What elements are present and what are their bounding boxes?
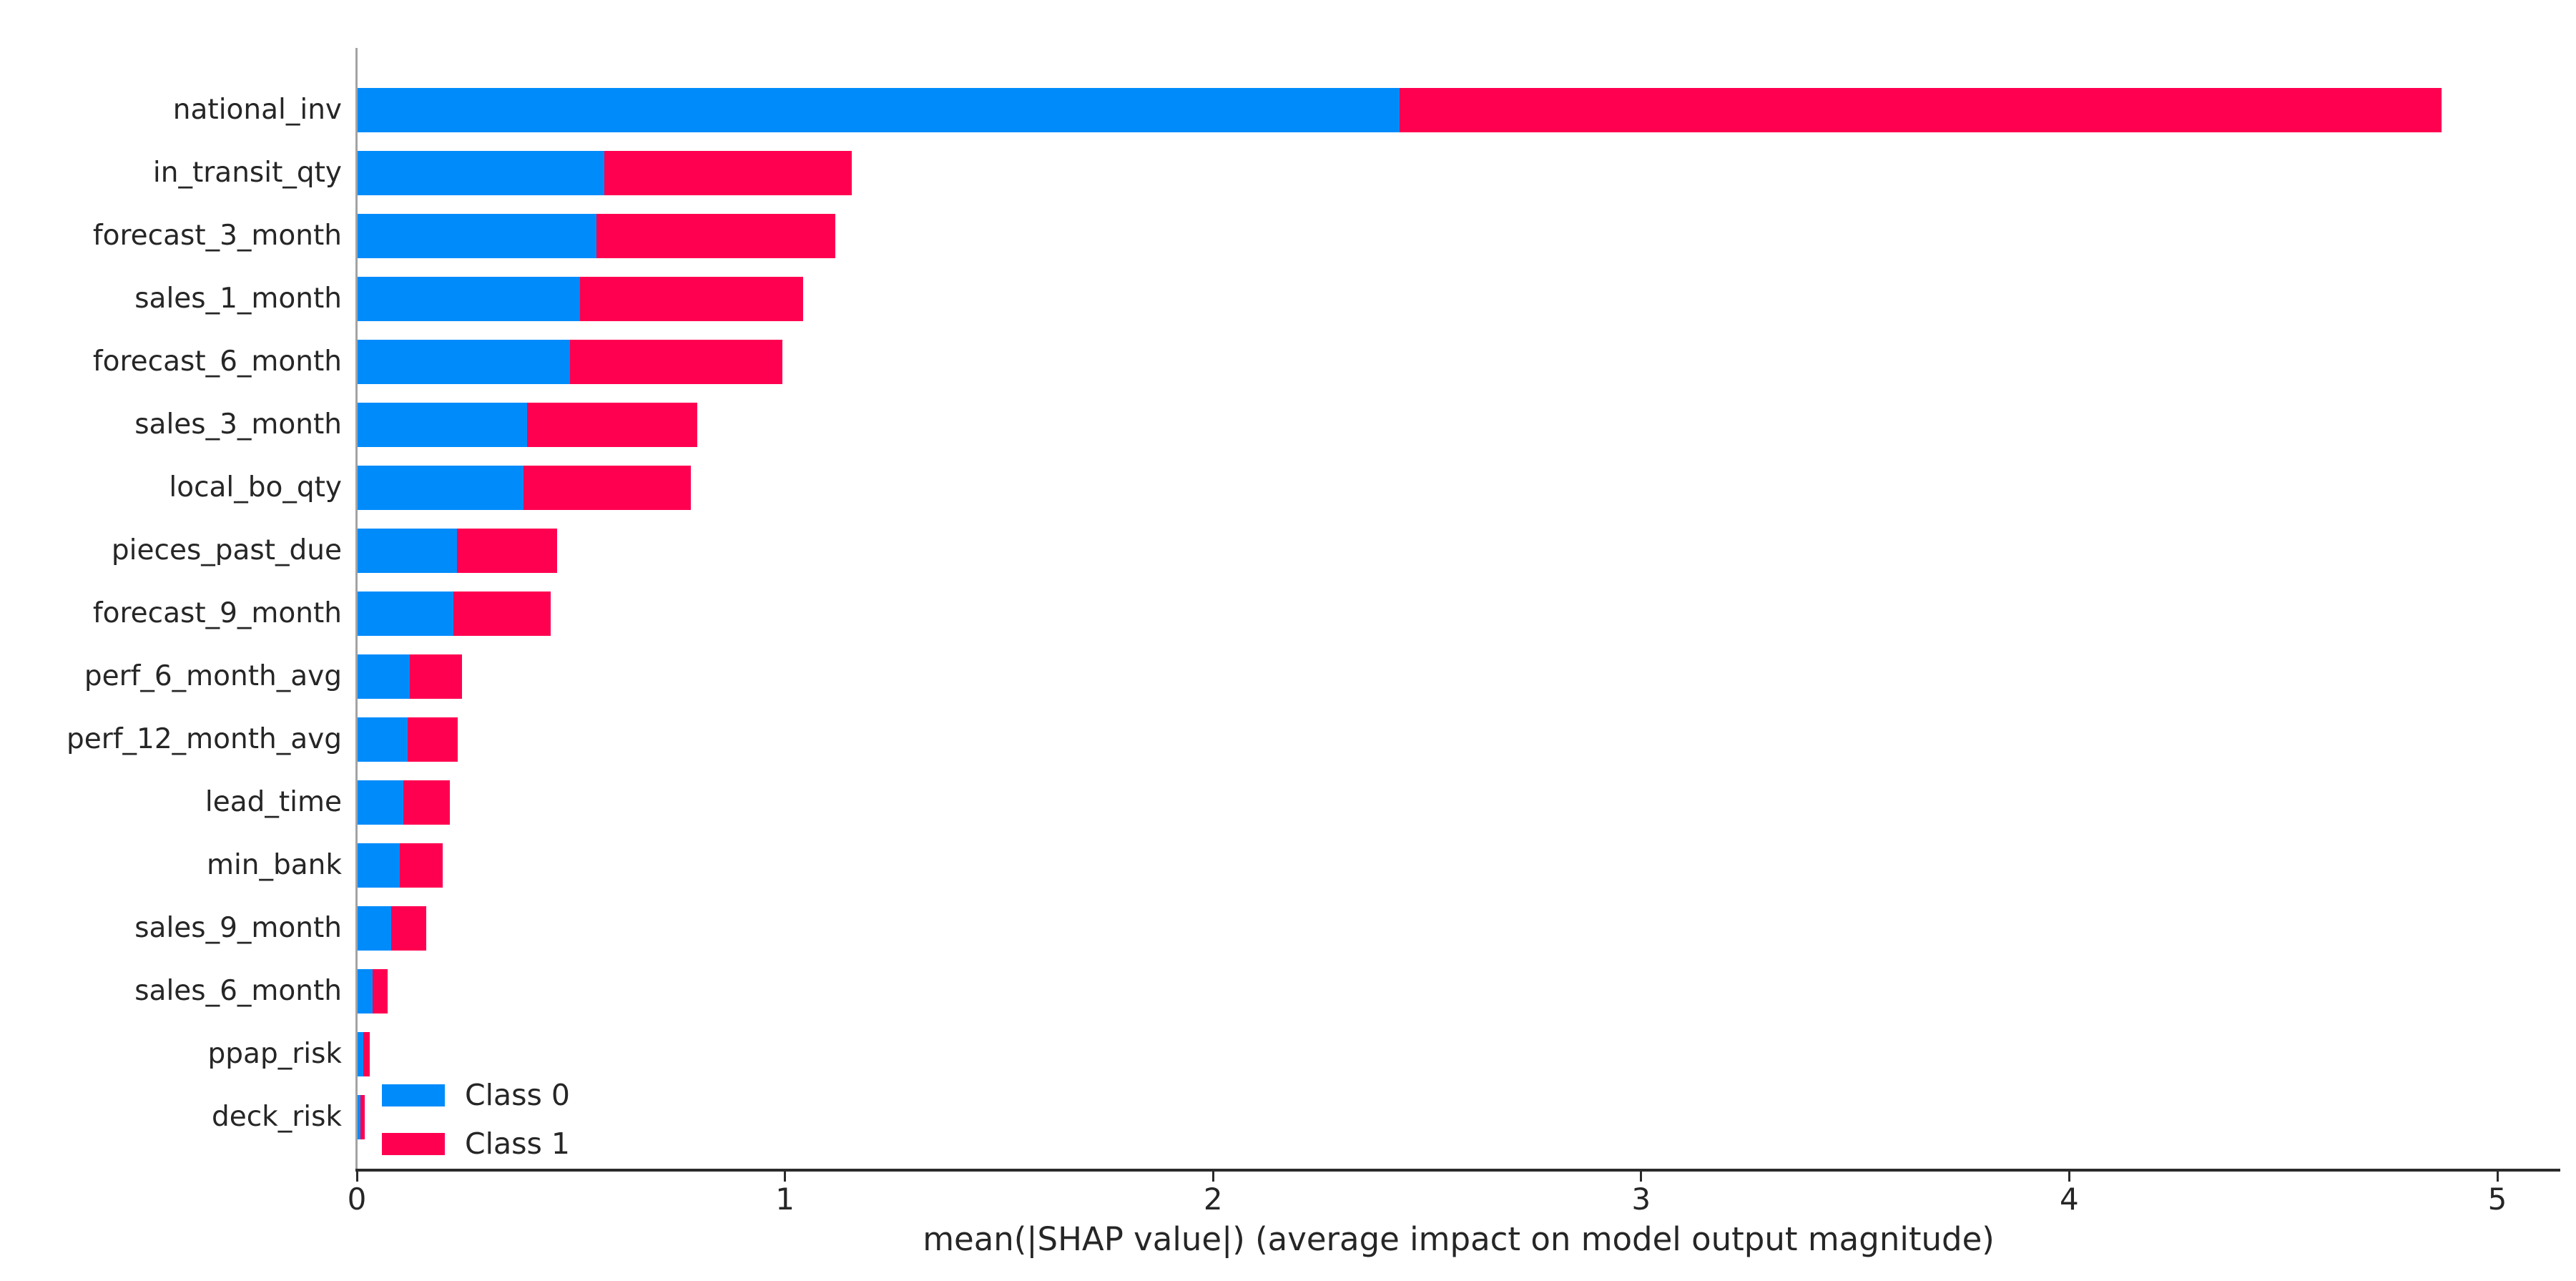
- bar-segment-class0: [357, 843, 400, 888]
- bar-segment-class0: [357, 969, 373, 1013]
- bar-segment-class0: [357, 151, 604, 195]
- bar-segment-class1: [409, 654, 463, 699]
- feature-label: perf_6_month_avg: [84, 660, 342, 692]
- bar-segment-class1: [399, 843, 443, 888]
- legend-entry-class0: Class 0: [382, 1081, 570, 1110]
- bar-segment-class0: [357, 214, 596, 258]
- bar-segment-class1: [1399, 88, 2442, 132]
- feature-label: sales_6_month: [134, 975, 342, 1007]
- bar-segment-class1: [360, 1095, 365, 1139]
- feature-label: sales_9_month: [134, 912, 342, 944]
- bar-segment-class1: [579, 277, 803, 321]
- bar-segment-class0: [357, 340, 570, 384]
- x-tick-mark: [1640, 1172, 1643, 1182]
- feature-label: sales_3_month: [134, 408, 342, 441]
- feature-label: min_bank: [206, 849, 342, 881]
- legend-label-class0: Class 0: [465, 1078, 570, 1112]
- x-tick-label: 2: [1203, 1182, 1223, 1217]
- legend-entry-class1: Class 1: [382, 1129, 570, 1159]
- bar-segment-class0: [357, 403, 528, 447]
- x-tick-mark: [355, 1172, 358, 1182]
- bar-segment-class1: [527, 403, 698, 447]
- bar-segment-class1: [569, 340, 782, 384]
- feature-label: forecast_9_month: [92, 597, 342, 629]
- feature-label: local_bo_qty: [169, 471, 342, 504]
- legend-swatch-class0: [382, 1084, 445, 1106]
- bar-segment-class1: [391, 906, 426, 951]
- feature-label: ppap_risk: [207, 1038, 342, 1070]
- x-tick-mark: [1211, 1172, 1214, 1182]
- x-tick-label: 4: [2060, 1182, 2079, 1217]
- bar-segment-class0: [357, 906, 392, 951]
- x-axis-title: mean(|SHAP value|) (average impact on mo…: [923, 1220, 1995, 1258]
- x-tick-mark: [2496, 1172, 2499, 1182]
- bar-segment-class0: [357, 717, 408, 762]
- x-tick-mark: [784, 1172, 787, 1182]
- x-tick-label: 0: [347, 1182, 367, 1217]
- bar-segment-class0: [357, 88, 1400, 132]
- feature-label: forecast_3_month: [92, 220, 342, 252]
- feature-label: perf_12_month_avg: [67, 723, 342, 755]
- bar-segment-class0: [357, 466, 524, 510]
- bar-segment-class1: [453, 592, 551, 636]
- bar-segment-class1: [604, 151, 852, 195]
- feature-label: in_transit_qty: [152, 157, 342, 189]
- x-tick-label: 1: [775, 1182, 795, 1217]
- bar-segment-class0: [357, 780, 404, 825]
- bar-segment-class0: [357, 277, 580, 321]
- bar-segment-class1: [403, 780, 451, 825]
- bar-segment-class0: [357, 1032, 363, 1076]
- legend-label-class1: Class 1: [465, 1127, 570, 1161]
- x-tick-mark: [2068, 1172, 2070, 1182]
- bar-segment-class1: [363, 1032, 370, 1076]
- feature-label: lead_time: [205, 786, 342, 818]
- feature-label: deck_risk: [211, 1101, 342, 1133]
- y-axis-spine: [355, 48, 358, 1170]
- bar-segment-class1: [457, 529, 558, 573]
- feature-label: national_inv: [172, 94, 342, 126]
- bar-segment-class1: [407, 717, 458, 762]
- feature-label: forecast_6_month: [92, 345, 342, 378]
- feature-label: pieces_past_due: [111, 534, 342, 566]
- x-axis-spine: [355, 1169, 2560, 1172]
- bar-segment-class0: [357, 529, 458, 573]
- bar-segment-class0: [357, 592, 454, 636]
- bar-segment-class1: [596, 214, 836, 258]
- x-tick-label: 3: [1631, 1182, 1651, 1217]
- x-tick-label: 5: [2487, 1182, 2507, 1217]
- bar-segment-class1: [523, 466, 691, 510]
- legend-swatch-class1: [382, 1133, 445, 1155]
- bar-segment-class1: [372, 969, 388, 1013]
- feature-label: sales_1_month: [134, 283, 342, 315]
- bar-segment-class0: [357, 654, 410, 699]
- bar-segment-class0: [357, 1095, 361, 1139]
